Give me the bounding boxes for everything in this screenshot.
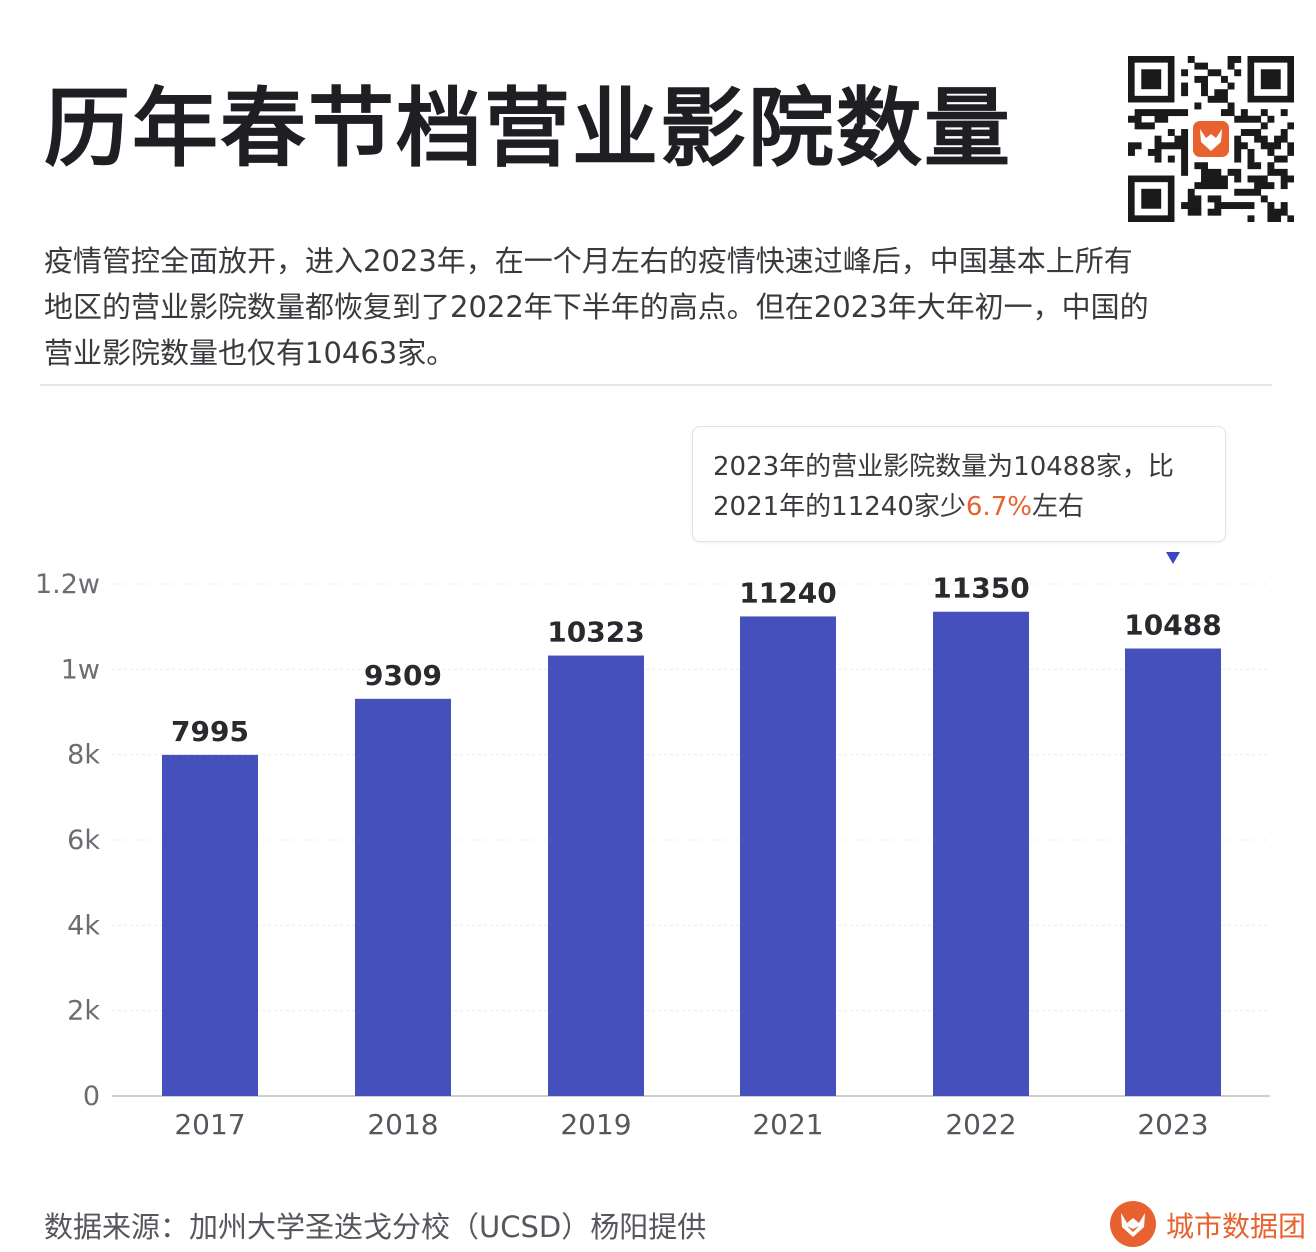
y-tick-label: 0 (83, 1081, 100, 1112)
description: 疫情管控全面放开，进入2023年，在一个月左右的疫情快速过峰后，中国基本上所有 … (44, 238, 1284, 376)
axis-layer: 0 2k 4k 6k 8k 1w 1.2w 2017 2018 2019 2021 2022 2023 (35, 569, 1209, 1141)
data-label: 7995 (171, 715, 249, 748)
callout-box: 2023年的营业影院数量为10488家，比 2021年的11240家少6.7%左… (692, 426, 1226, 542)
callout-text: 2021年的11240家少 (713, 492, 966, 522)
bar-2017 (162, 754, 258, 1096)
y-tick-label: 2k (67, 996, 100, 1027)
callout-highlight: 6.7% (965, 492, 1032, 522)
brand-name: 城市数据团 (1166, 1210, 1307, 1243)
data-label: 10488 (1124, 609, 1221, 642)
bar-2022 (933, 611, 1029, 1096)
label-layer: 7995 9309 10323 11240 11350 10488 (171, 572, 1222, 748)
bar-chart: 7995 9309 10323 11240 11350 10488 0 2k 4k 6k 8k 1w… (35, 552, 1270, 1141)
x-tick-label: 2017 (174, 1108, 245, 1141)
fox-logo-icon (1110, 1201, 1156, 1247)
callout-line-2: 2021年的11240家少6.7%左右 (713, 487, 1225, 527)
x-tick-label: 2021 (752, 1108, 823, 1141)
data-label: 9309 (364, 659, 442, 692)
y-tick-label: 1.2w (35, 569, 100, 600)
bar-2019 (548, 655, 644, 1096)
description-line: 营业影院数量也仅有10463家。 (44, 336, 456, 370)
description-line: 地区的营业影院数量都恢复到了2022年下半年的高点。但在2023年大年初一，中国… (44, 290, 1149, 324)
data-label: 11240 (739, 576, 836, 609)
x-tick-label: 2018 (367, 1108, 438, 1141)
callout-line-1: 2023年的营业影院数量为10488家，比 (713, 452, 1174, 482)
y-tick-label: 8k (67, 740, 100, 771)
page-title: 历年春节档营业影院数量 (44, 79, 1012, 179)
qr-code-icon (1128, 56, 1294, 222)
x-tick-label: 2022 (945, 1108, 1016, 1141)
bar-layer (162, 611, 1221, 1096)
x-tick-label: 2019 (560, 1108, 631, 1141)
triangle-down-icon (1166, 552, 1180, 564)
data-source: 数据来源：加州大学圣迭戈分校（UCSD）杨阳提供 (44, 1210, 707, 1244)
description-line: 疫情管控全面放开，进入2023年，在一个月左右的疫情快速过峰后，中国基本上所有 (44, 244, 1133, 278)
divider (40, 384, 1272, 386)
data-label: 10323 (547, 616, 644, 649)
y-tick-label: 4k (67, 910, 100, 941)
bar-2018 (355, 698, 451, 1096)
y-tick-label: 6k (67, 825, 100, 856)
x-tick-label: 2023 (1137, 1108, 1208, 1141)
data-label: 11350 (932, 572, 1029, 605)
callout-text: 左右 (1031, 492, 1084, 522)
grid-layer (112, 583, 1270, 1097)
bar-2021 (740, 616, 836, 1096)
y-tick-label: 1w (61, 654, 100, 685)
bar-2023 (1125, 648, 1221, 1096)
